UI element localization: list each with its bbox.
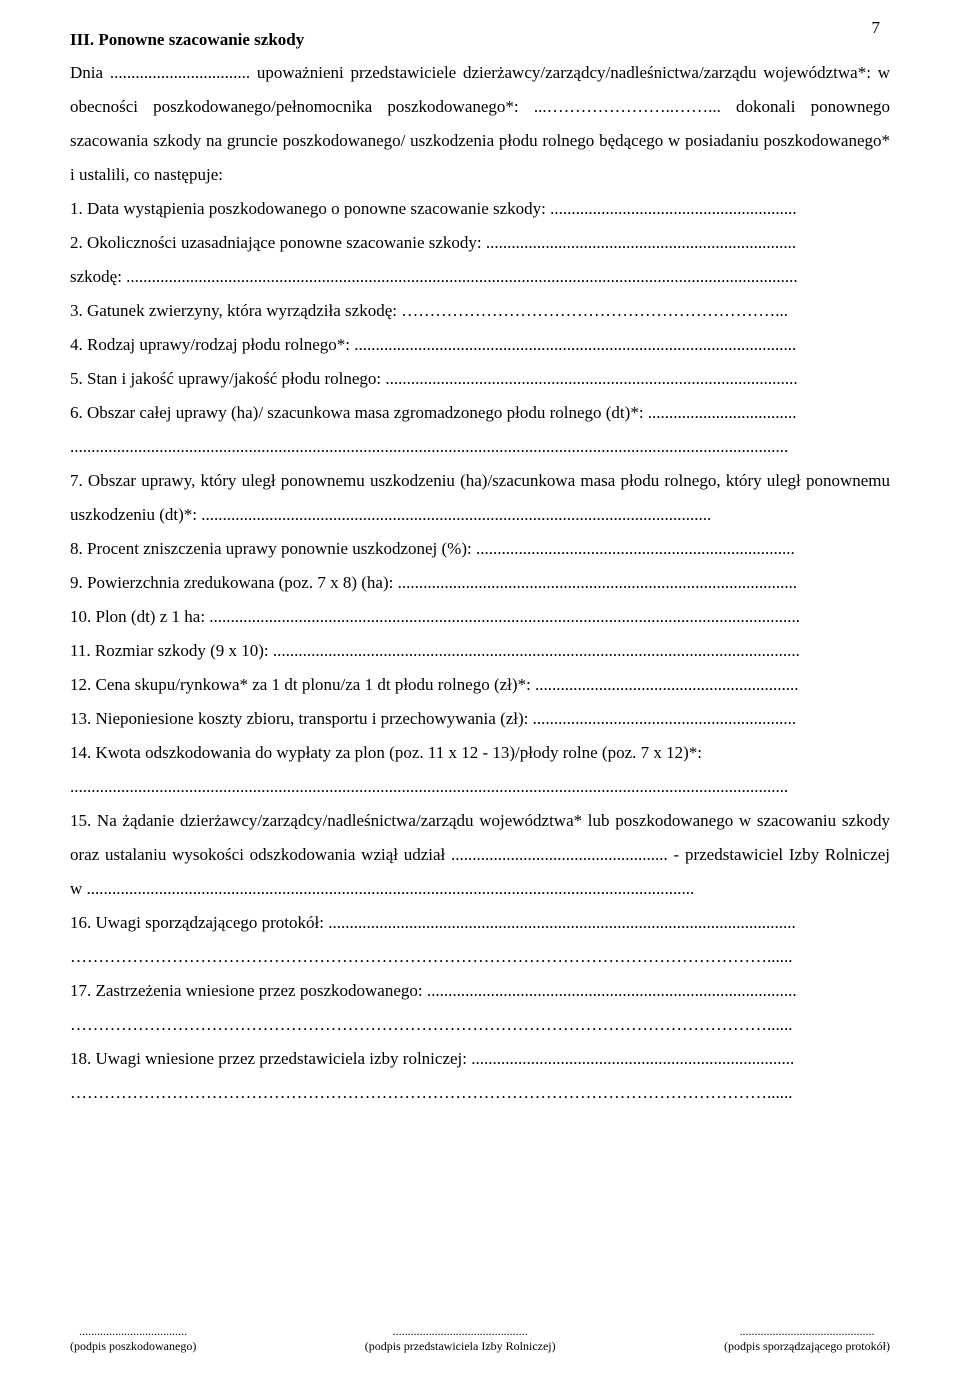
form-item: …………………………………………………………………………………………………………… bbox=[70, 1008, 890, 1042]
form-item: 11. Rozmiar szkody (9 x 10): ...........… bbox=[70, 634, 890, 668]
form-item: 8. Procent zniszczenia uprawy ponownie u… bbox=[70, 532, 890, 566]
signature-mid: ........................................… bbox=[365, 1324, 556, 1354]
form-item: 5. Stan i jakość uprawy/jakość płodu rol… bbox=[70, 362, 890, 396]
form-item: 16. Uwagi sporządzającego protokół: ....… bbox=[70, 906, 890, 940]
signature-label: (podpis poszkodowanego) bbox=[70, 1339, 196, 1354]
signature-line: ........................................… bbox=[365, 1324, 556, 1339]
form-item: 6. Obszar całej uprawy (ha)/ szacunkowa … bbox=[70, 396, 890, 430]
form-item: ........................................… bbox=[70, 430, 890, 464]
form-item: szkodę: ................................… bbox=[70, 260, 890, 294]
signature-label: (podpis sporządzającego protokół) bbox=[724, 1339, 890, 1354]
form-item: 10. Plon (dt) z 1 ha: ..................… bbox=[70, 600, 890, 634]
intro-paragraph: Dnia ................................. u… bbox=[70, 56, 890, 192]
section-title: III. Ponowne szacowanie szkody bbox=[70, 30, 890, 50]
form-item: 1. Data wystąpienia poszkodowanego o pon… bbox=[70, 192, 890, 226]
form-item: 18. Uwagi wniesione przez przedstawiciel… bbox=[70, 1042, 890, 1076]
signature-left: .................................... (po… bbox=[70, 1324, 196, 1354]
form-item: 13. Nieponiesione koszty zbioru, transpo… bbox=[70, 702, 890, 736]
form-item: …………………………………………………………………………………………………………… bbox=[70, 940, 890, 974]
form-item: 15. Na żądanie dzierżawcy/zarządcy/nadle… bbox=[70, 804, 890, 906]
form-item: 12. Cena skupu/rynkowa* za 1 dt plonu/za… bbox=[70, 668, 890, 702]
form-item: 14. Kwota odszkodowania do wypłaty za pl… bbox=[70, 736, 890, 770]
form-item: 4. Rodzaj uprawy/rodzaj płodu rolnego*: … bbox=[70, 328, 890, 362]
signature-line: ........................................… bbox=[724, 1324, 890, 1339]
signature-line: .................................... bbox=[70, 1324, 196, 1339]
form-item: …………………………………………………………………………………………………………… bbox=[70, 1076, 890, 1110]
page-number: 7 bbox=[872, 18, 881, 38]
signature-footer: .................................... (po… bbox=[70, 1324, 890, 1354]
form-item: 7. Obszar uprawy, który uległ ponownemu … bbox=[70, 464, 890, 532]
signature-right: ........................................… bbox=[724, 1324, 890, 1354]
form-item: 9. Powierzchnia zredukowana (poz. 7 x 8)… bbox=[70, 566, 890, 600]
form-item: 2. Okoliczności uzasadniające ponowne sz… bbox=[70, 226, 890, 260]
form-item: ........................................… bbox=[70, 770, 890, 804]
form-item: 17. Zastrzeżenia wniesione przez poszkod… bbox=[70, 974, 890, 1008]
signature-label: (podpis przedstawiciela Izby Rolniczej) bbox=[365, 1339, 556, 1354]
form-item: 3. Gatunek zwierzyny, która wyrządziła s… bbox=[70, 294, 890, 328]
